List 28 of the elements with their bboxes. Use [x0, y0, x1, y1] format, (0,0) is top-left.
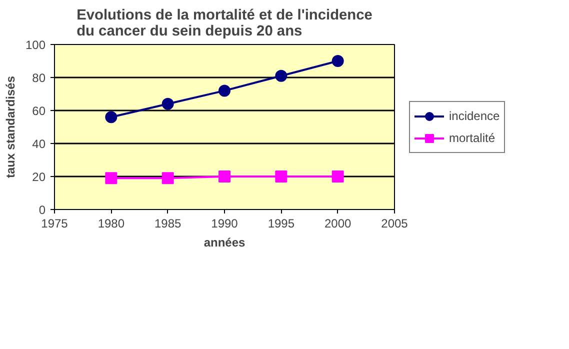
point: [218, 170, 230, 182]
point: [275, 70, 288, 82]
x-tick-label: 1995: [268, 216, 295, 230]
point: [332, 170, 344, 182]
y-tick-label: 60: [32, 104, 46, 118]
point: [275, 170, 288, 182]
x-axis-title: années: [204, 236, 246, 250]
x-tick-label: 1980: [98, 216, 125, 230]
x-tick-label: 2005: [381, 216, 408, 230]
x-tick-label: 2000: [324, 216, 352, 230]
point: [332, 55, 344, 67]
y-tick-label: 40: [32, 137, 46, 151]
chart-title: Evolutions de la mortalité et de l'incidence du cancer du sein depuis 20 ans: [76, 8, 372, 40]
y-tick-label: 0: [38, 203, 46, 217]
point: [218, 84, 230, 97]
point: [105, 111, 118, 124]
y-tick-label: 100: [25, 38, 46, 52]
y-tick-label: 20: [32, 170, 46, 184]
point: [162, 98, 174, 110]
point: [162, 172, 174, 184]
x-tick-label: 1985: [154, 216, 182, 230]
x-tick-label: 1975: [41, 216, 68, 230]
y-tick-label: 80: [32, 71, 46, 85]
y-axis-title: taux standardisés: [3, 76, 18, 178]
legend-label: incidence: [449, 108, 500, 122]
x-tick-label: 1990: [211, 216, 238, 230]
point: [105, 172, 118, 184]
legend-label: mortalité: [449, 130, 496, 144]
